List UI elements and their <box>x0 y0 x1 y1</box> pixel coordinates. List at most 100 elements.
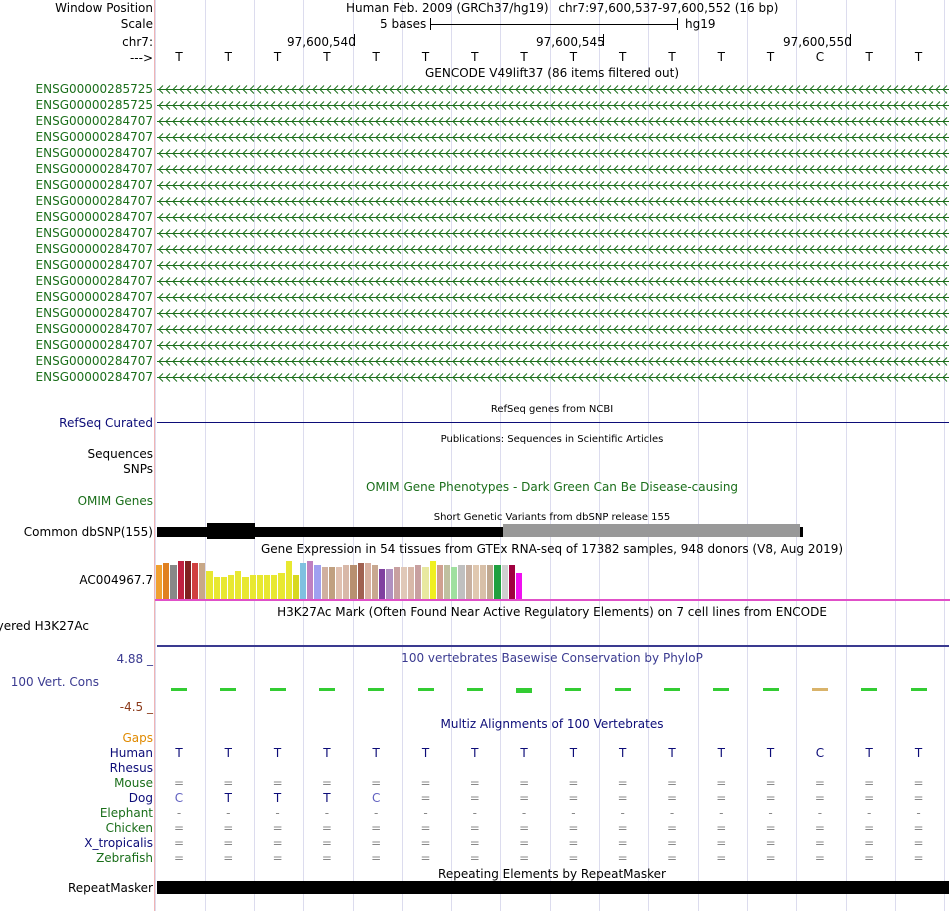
gencode-gene-label[interactable]: ENSG00000284707 <box>35 226 153 240</box>
gencode-gene-feature[interactable] <box>157 356 949 367</box>
gencode-gene-label[interactable]: ENSG00000284707 <box>35 370 153 384</box>
gtex-tissue-bar[interactable] <box>307 561 314 599</box>
gtex-tissue-bar[interactable] <box>350 565 357 599</box>
gencode-gene-label[interactable]: ENSG00000284707 <box>35 210 153 224</box>
gtex-tissue-bar[interactable] <box>516 573 523 599</box>
gtex-tissue-bar[interactable] <box>393 567 400 599</box>
gencode-gene-feature[interactable] <box>157 132 949 143</box>
gtex-tissue-bar[interactable] <box>494 565 501 599</box>
gencode-gene-label[interactable]: ENSG00000284707 <box>35 258 153 272</box>
gtex-tissue-bar[interactable] <box>372 565 379 599</box>
publications-label[interactable]: Sequences <box>87 447 153 461</box>
phylop-score-bar[interactable] <box>417 688 434 691</box>
gtex-tissue-bar[interactable] <box>156 565 163 599</box>
phylop-score-bar[interactable] <box>318 688 335 691</box>
gtex-tissue-bar[interactable] <box>242 577 249 599</box>
gencode-gene-feature[interactable] <box>157 340 949 351</box>
gtex-tissue-bar[interactable] <box>487 565 494 599</box>
gencode-gene-label[interactable]: ENSG00000284707 <box>35 162 153 176</box>
gtex-tissue-bar[interactable] <box>271 575 278 599</box>
gtex-tissue-bar[interactable] <box>415 565 422 599</box>
gtex-tissue-bar[interactable] <box>249 575 256 599</box>
phylop-score-bar[interactable] <box>762 688 779 691</box>
phylop-score-bar[interactable] <box>565 688 582 691</box>
gtex-tissue-bar[interactable] <box>386 569 393 599</box>
multiz-species-label[interactable]: Zebrafish <box>96 851 153 865</box>
gencode-gene-feature[interactable] <box>157 276 949 287</box>
phylop-score-bar[interactable] <box>220 688 237 691</box>
phylop-score-bar[interactable] <box>171 688 187 691</box>
gtex-tissue-bar[interactable] <box>501 565 508 599</box>
gencode-gene-feature[interactable] <box>157 228 949 239</box>
gencode-gene-label[interactable]: ENSG00000285725 <box>35 98 153 112</box>
gtex-tissue-bar[interactable] <box>163 563 170 599</box>
repeatmasker-label[interactable]: RepeatMasker <box>67 881 153 895</box>
gencode-gene-label[interactable]: ENSG00000284707 <box>35 146 153 160</box>
gencode-gene-label[interactable]: ENSG00000284707 <box>35 194 153 208</box>
gtex-tissue-bar[interactable] <box>364 563 371 599</box>
refseq-gene-line[interactable] <box>157 422 949 423</box>
gencode-gene-label[interactable]: ENSG00000284707 <box>35 322 153 336</box>
gencode-gene-feature[interactable] <box>157 100 949 111</box>
gtex-tissue-bar[interactable] <box>314 565 321 599</box>
gtex-tissue-bar[interactable] <box>472 565 479 599</box>
multiz-gaps-label[interactable]: Gaps <box>122 731 153 745</box>
gencode-gene-feature[interactable] <box>157 372 949 383</box>
gtex-tissue-bar[interactable] <box>177 561 184 599</box>
gencode-gene-label[interactable]: ENSG00000284707 <box>35 354 153 368</box>
gencode-gene-label[interactable]: ENSG00000284707 <box>35 338 153 352</box>
gtex-tissue-bar[interactable] <box>336 567 343 599</box>
gencode-gene-feature[interactable] <box>157 116 949 127</box>
phylop-score-bar[interactable] <box>368 688 385 691</box>
phylop-score-bar[interactable] <box>664 688 680 691</box>
gtex-tissue-bar[interactable] <box>206 571 213 599</box>
gencode-gene-label[interactable]: ENSG00000284707 <box>35 274 153 288</box>
gtex-bar-chart[interactable] <box>156 558 556 599</box>
gencode-gene-feature[interactable] <box>157 164 949 175</box>
phylop-score-bar[interactable] <box>466 688 483 691</box>
dbsnp-variant-bar[interactable] <box>157 527 803 537</box>
gtex-tissue-bar[interactable] <box>256 575 263 599</box>
gtex-tissue-bar[interactable] <box>408 567 415 599</box>
gencode-gene-feature[interactable] <box>157 212 949 223</box>
gtex-tissue-bar[interactable] <box>343 565 350 599</box>
phylop-score-bar[interactable] <box>516 688 533 693</box>
gtex-tissue-bar[interactable] <box>444 565 451 599</box>
gtex-tissue-bar[interactable] <box>321 567 328 599</box>
gencode-gene-label[interactable]: ENSG00000284707 <box>35 242 153 256</box>
h3k27ac-label[interactable]: Layered H3K27Ac <box>0 619 89 633</box>
phylop-score-bar[interactable] <box>861 688 878 691</box>
gtex-tissue-bar[interactable] <box>422 567 429 599</box>
gencode-gene-label[interactable]: ENSG00000285725 <box>35 82 153 96</box>
gtex-tissue-bar[interactable] <box>508 565 515 599</box>
dbsnp-variant-thick[interactable] <box>207 523 255 539</box>
snps-label[interactable]: SNPs <box>123 462 153 476</box>
phylop-score-bar[interactable] <box>713 688 730 691</box>
dbsnp-label[interactable]: Common dbSNP(155) <box>23 525 153 539</box>
phylop-label[interactable]: 100 Vert. Cons <box>10 675 99 689</box>
gtex-tissue-bar[interactable] <box>235 571 242 599</box>
gtex-tissue-bar[interactable] <box>429 561 436 599</box>
phylop-score-bar[interactable] <box>269 688 286 691</box>
gencode-gene-feature[interactable] <box>157 324 949 335</box>
multiz-species-label[interactable]: Rhesus <box>109 761 153 775</box>
gtex-label[interactable]: AC004967.7 <box>79 573 153 587</box>
multiz-species-label[interactable]: X_tropicalis <box>84 836 153 850</box>
gtex-tissue-bar[interactable] <box>220 577 227 599</box>
gtex-tissue-bar[interactable] <box>357 563 364 599</box>
gtex-tissue-bar[interactable] <box>328 567 335 599</box>
gtex-tissue-bar[interactable] <box>458 565 465 599</box>
refseq-label[interactable]: RefSeq Curated <box>59 416 153 430</box>
gencode-gene-feature[interactable] <box>157 244 949 255</box>
gencode-gene-feature[interactable] <box>157 308 949 319</box>
gencode-gene-label[interactable]: ENSG00000284707 <box>35 290 153 304</box>
gtex-tissue-bar[interactable] <box>480 565 487 599</box>
gtex-tissue-bar[interactable] <box>300 563 307 599</box>
omim-label[interactable]: OMIM Genes <box>77 494 153 508</box>
gtex-tissue-bar[interactable] <box>451 567 458 599</box>
repeatmasker-element[interactable] <box>157 881 949 894</box>
gtex-tissue-bar[interactable] <box>465 565 472 599</box>
gtex-tissue-bar[interactable] <box>285 561 292 599</box>
gencode-gene-feature[interactable] <box>157 196 949 207</box>
